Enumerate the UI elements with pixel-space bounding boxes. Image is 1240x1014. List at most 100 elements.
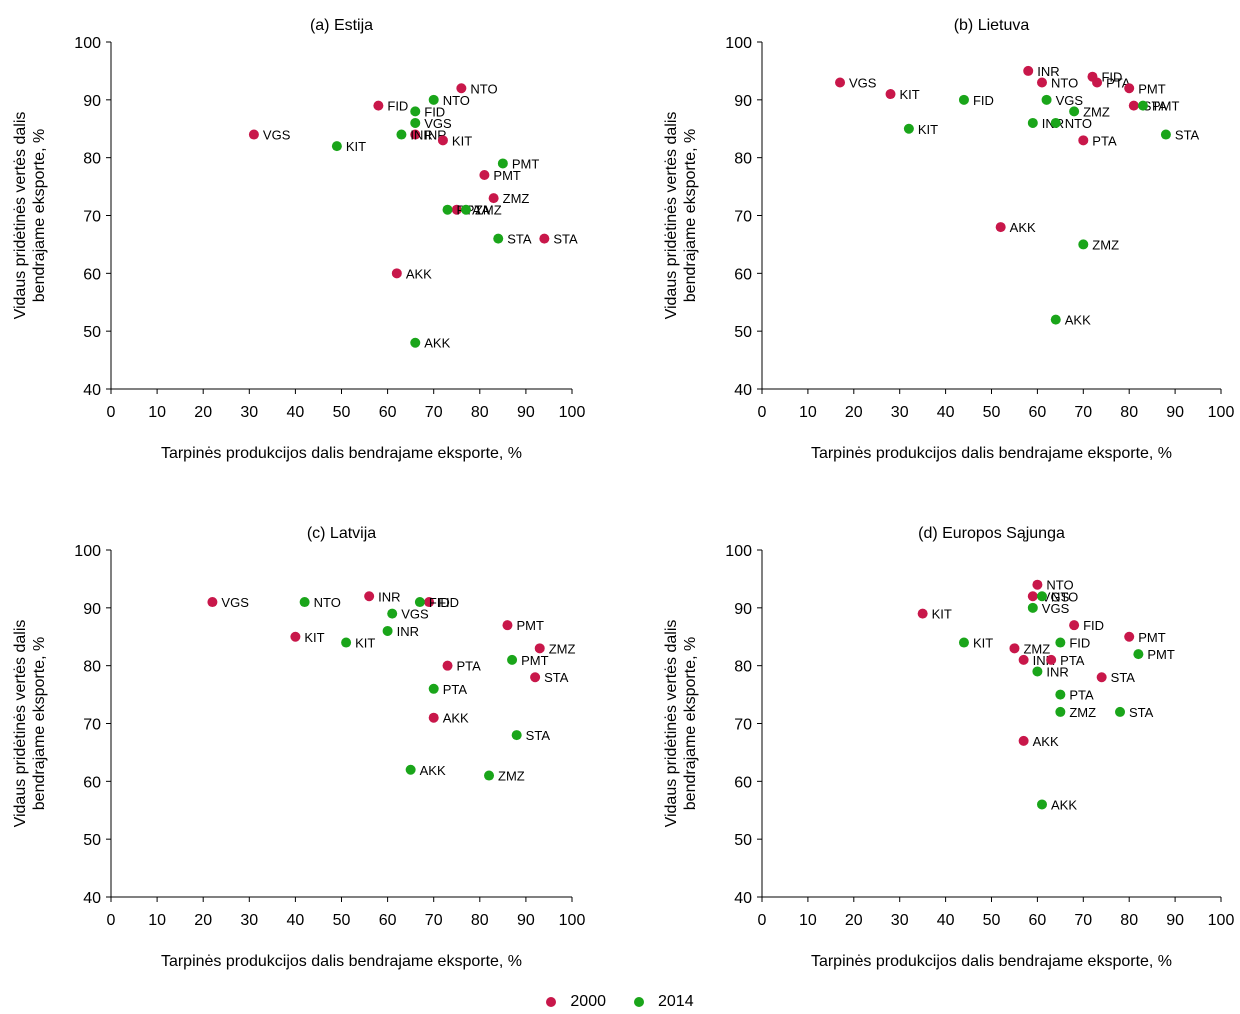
- legend-item-2000: 2000: [546, 993, 606, 1011]
- point-label-2014-nto: NTO: [314, 595, 341, 610]
- x-tick-label: 30: [240, 912, 258, 929]
- chart-europos-sajunga: (d) Europos Sąjunga 0 10 20 30 40 50 60 70 80 90 10…: [663, 525, 1234, 970]
- point-2014-inr: [1027, 117, 1038, 128]
- y-tick-label: 60: [734, 774, 752, 791]
- point-2000-inr: [1018, 654, 1029, 665]
- y-axis-label: Vidaus pridėtinės vertės dalis bendrajame…: [12, 620, 48, 828]
- point-2000-pmt: [479, 170, 490, 181]
- point-label-2000-pta: PTA: [1060, 653, 1085, 668]
- x-tick-label: 20: [194, 404, 212, 421]
- point-2000-akk: [995, 222, 1006, 233]
- point-label-2000-vgs: VGS: [849, 75, 877, 90]
- x-tick-label: 70: [1074, 912, 1092, 929]
- point-2014-inr: [382, 625, 393, 636]
- y-tick-label: 70: [83, 717, 101, 734]
- y-tick-label: 90: [83, 601, 101, 618]
- point-2014-fid: [1055, 637, 1066, 648]
- y-tick-label: 50: [734, 832, 752, 849]
- x-tick-label: 0: [107, 912, 116, 929]
- x-tick-label: 90: [1166, 404, 1184, 421]
- point-label-2014-kit: KIT: [346, 139, 366, 154]
- point-2000-zmz: [488, 193, 499, 204]
- x-tick-label: 60: [1029, 912, 1047, 929]
- point-label-2000-sta: STA: [1143, 99, 1168, 114]
- point-2000-kit: [437, 135, 448, 146]
- point-2014-vgs: [387, 608, 398, 619]
- y-tick-label: 90: [734, 93, 752, 110]
- x-tick-label: 40: [287, 912, 305, 929]
- point-2000-sta: [530, 672, 541, 683]
- point-label-2014-zmz: ZMZ: [1083, 104, 1110, 119]
- chart-title: (d) Europos Sąjunga: [918, 525, 1065, 542]
- point-label-2014-sta: STA: [1129, 705, 1154, 720]
- x-tick-label: 90: [517, 912, 535, 929]
- x-axis-label: Tarpinės produkcijos dalis bendrajame ek…: [811, 445, 1172, 462]
- legend-marker-2014: [634, 997, 644, 1007]
- x-tick-label: 100: [1208, 912, 1235, 929]
- point-2000-vgs: [248, 129, 259, 140]
- point-label-2000-pmt: PMT: [516, 618, 544, 633]
- chart-title: (c) Latvija: [307, 525, 376, 542]
- point-2014-pta: [428, 683, 439, 694]
- y-tick-label: 100: [74, 543, 101, 560]
- y-tick-label: 70: [734, 209, 752, 226]
- point-label-2000-pmt: PMT: [493, 168, 521, 183]
- point-2014-nto: [428, 94, 439, 105]
- point-2014-akk: [1050, 314, 1061, 325]
- point-2014-vgs: [1041, 94, 1052, 105]
- y-tick-label: 90: [83, 93, 101, 110]
- y-tick-label: 40: [734, 382, 752, 399]
- point-label-2000-pta: PTA: [1092, 133, 1117, 148]
- point-2000-sta: [539, 233, 550, 244]
- x-tick-label: 0: [758, 912, 767, 929]
- point-label-2000-pmt: PMT: [1138, 630, 1166, 645]
- x-tick-label: 10: [799, 912, 817, 929]
- x-tick-label: 30: [891, 404, 909, 421]
- point-label-2014-fid: FID: [424, 104, 445, 119]
- point-label-2000-zmz: ZMZ: [549, 641, 576, 656]
- point-2000-nto: [1032, 579, 1043, 590]
- x-tick-label: 70: [425, 912, 443, 929]
- x-tick-label: 60: [379, 404, 397, 421]
- point-label-2000-akk: AKK: [1010, 220, 1036, 235]
- point-label-2000-inr: INR: [378, 589, 400, 604]
- point-label-2000-pta: PTA: [466, 203, 491, 218]
- point-label-2000-kit: KIT: [452, 133, 472, 148]
- point-2000-kit: [885, 89, 896, 100]
- point-2014-pmt: [507, 654, 518, 665]
- y-tick-label: 90: [734, 601, 752, 618]
- point-2014-zmz: [1069, 106, 1080, 117]
- y-axis-label-line: Vidaus pridėtinės vertės dalis: [663, 620, 680, 828]
- point-2000-pta: [1092, 77, 1103, 88]
- point-label-2000-fid: FID: [1101, 70, 1122, 85]
- point-2000-akk: [428, 712, 439, 723]
- x-tick-label: 70: [425, 404, 443, 421]
- x-tick-label: 40: [287, 404, 305, 421]
- point-2000-vgs: [835, 77, 846, 88]
- point-2000-nto: [456, 83, 467, 94]
- y-tick-label: 80: [83, 659, 101, 676]
- x-tick-label: 40: [937, 912, 955, 929]
- point-label-2000-pta: PTA: [457, 659, 482, 674]
- y-tick-label: 60: [734, 266, 752, 283]
- x-tick-label: 20: [845, 912, 863, 929]
- legend-marker-2000: [546, 997, 557, 1007]
- y-tick-label: 70: [83, 209, 101, 226]
- x-tick-label: 30: [891, 912, 909, 929]
- point-2014-nto: [299, 597, 310, 608]
- x-tick-label: 80: [471, 404, 489, 421]
- point-2000-zmz: [1009, 643, 1020, 654]
- point-2000-pmt: [1124, 631, 1135, 642]
- y-axis-label-line: Vidaus pridėtinės vertės dalis: [12, 112, 29, 320]
- point-2014-nto: [1050, 117, 1061, 128]
- x-tick-label: 10: [799, 404, 817, 421]
- legend-label-2000: 2000: [570, 993, 606, 1010]
- x-tick-label: 50: [333, 404, 351, 421]
- point-label-2000-fid: FID: [1083, 618, 1104, 633]
- chart-title: (b) Lietuva: [954, 17, 1030, 34]
- x-tick-label: 0: [107, 404, 116, 421]
- point-2014-sta: [1160, 129, 1171, 140]
- point-2000-pmt: [1124, 83, 1135, 94]
- point-2000-pta: [442, 660, 453, 671]
- point-2000-pta: [1078, 135, 1089, 146]
